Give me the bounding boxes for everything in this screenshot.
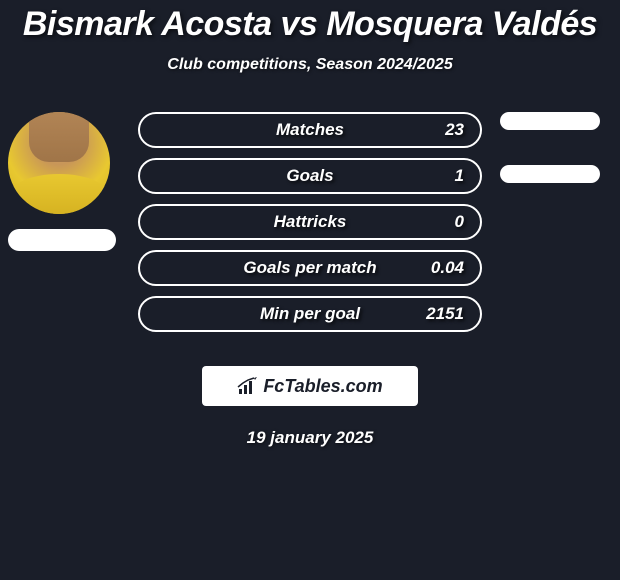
player-right-name-pill-2 [500, 165, 600, 183]
player-left-name-pill [8, 229, 116, 251]
stat-label: Goals per match [243, 258, 376, 278]
chart-icon [237, 377, 259, 395]
player-right-name-pill-1 [500, 112, 600, 130]
stat-row-min-per-goal: Min per goal 2151 [138, 296, 482, 332]
stat-label: Hattricks [274, 212, 347, 232]
stat-row-goals-per-match: Goals per match 0.04 [138, 250, 482, 286]
stats-table: Matches 23 Goals 1 Hattricks 0 Goals per… [138, 112, 482, 342]
content-area: Matches 23 Goals 1 Hattricks 0 Goals per… [0, 104, 620, 344]
player-left-column [8, 112, 116, 251]
stat-value-right: 23 [445, 120, 464, 140]
stat-value-right: 0.04 [431, 258, 464, 278]
logo-text: FcTables.com [263, 376, 382, 397]
stat-row-goals: Goals 1 [138, 158, 482, 194]
stat-row-matches: Matches 23 [138, 112, 482, 148]
stats-comparison-card: Bismark Acosta vs Mosquera Valdés Club c… [0, 0, 620, 448]
stat-row-hattricks: Hattricks 0 [138, 204, 482, 240]
stat-value-right: 1 [455, 166, 464, 186]
subtitle: Club competitions, Season 2024/2025 [0, 56, 620, 74]
player-left-avatar [8, 112, 110, 214]
stat-value-right: 2151 [426, 304, 464, 324]
player-right-column [500, 112, 600, 183]
date-text: 19 january 2025 [0, 428, 620, 448]
stat-label: Min per goal [260, 304, 360, 324]
stat-label: Goals [286, 166, 333, 186]
logo-box: FcTables.com [202, 366, 418, 406]
stat-label: Matches [276, 120, 344, 140]
page-title: Bismark Acosta vs Mosquera Valdés [0, 5, 620, 44]
stat-value-right: 0 [455, 212, 464, 232]
